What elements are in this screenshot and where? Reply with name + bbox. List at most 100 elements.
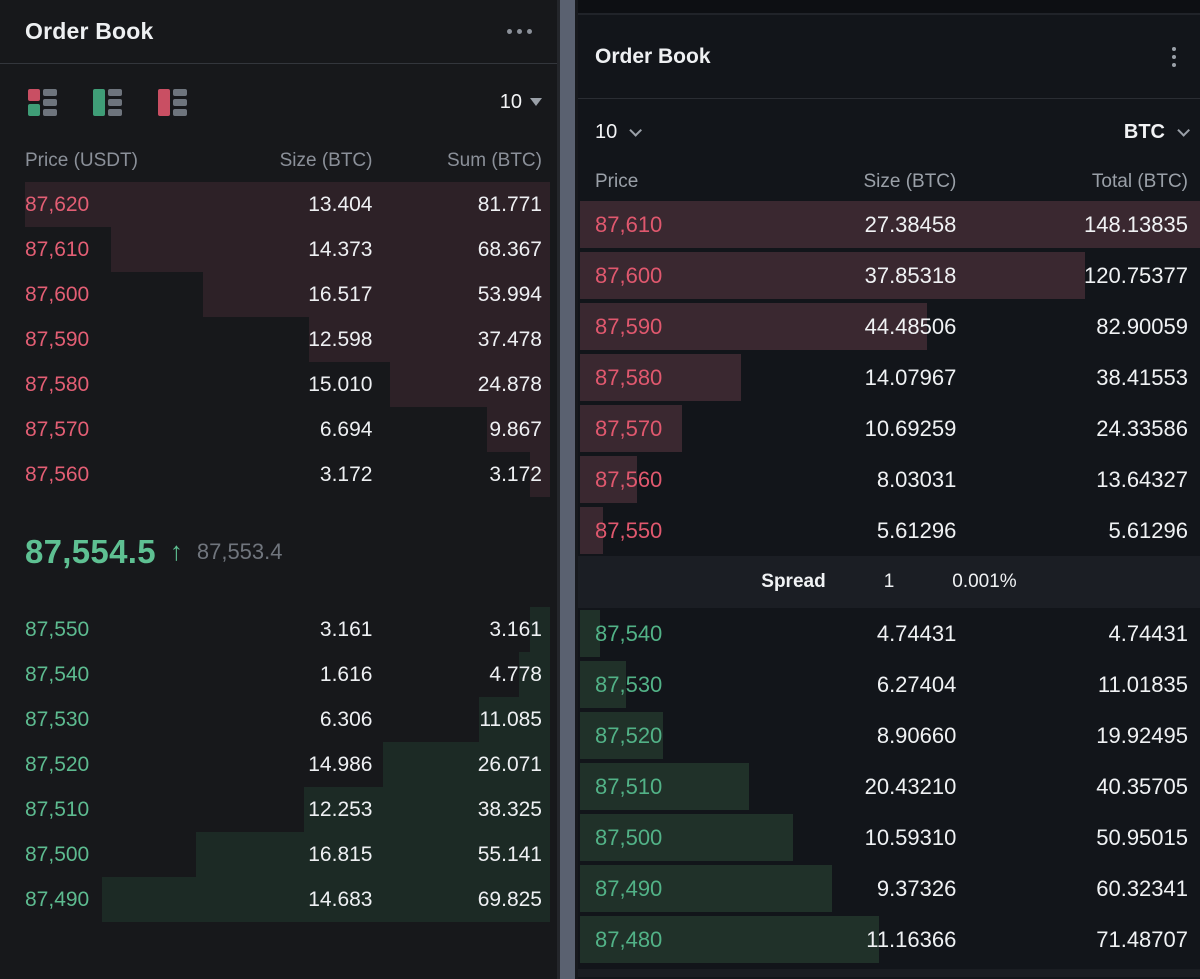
price-cell: 87,610: [25, 237, 90, 261]
price-cell: 87,520: [595, 722, 663, 748]
size-cell: 20.43210: [864, 773, 957, 799]
order-row[interactable]: 87,500 10.59310 50.95015: [578, 812, 1200, 863]
sum-cell: 50.95015: [1096, 824, 1188, 850]
depth-bar-zone: [25, 697, 550, 742]
order-row[interactable]: 87,590 44.48506 82.90059: [578, 301, 1200, 352]
price-cell: 87,530: [25, 707, 90, 731]
order-row[interactable]: 87,560 8.03031 13.64327: [578, 454, 1200, 505]
order-row[interactable]: 87,530 6.27404 11.01835: [578, 659, 1200, 710]
order-row[interactable]: 87,580 15.010 24.878: [0, 362, 557, 407]
panel-divider[interactable]: [557, 0, 578, 979]
depth-bar-zone: [25, 452, 550, 497]
size-cell: 14.986: [308, 752, 373, 776]
order-row[interactable]: 87,540 4.74431 4.74431: [578, 608, 1200, 659]
price-cell: 87,620: [25, 192, 90, 216]
price-cell: 87,600: [595, 262, 663, 288]
order-row[interactable]: 87,540 1.616 4.778: [0, 652, 557, 697]
size-cell: 16.517: [308, 282, 373, 306]
book-controls: 10: [0, 64, 557, 140]
order-row[interactable]: 87,570 10.69259 24.33586: [578, 403, 1200, 454]
depth-bar-zone: [580, 812, 1200, 863]
sum-cell: 19.92495: [1096, 722, 1188, 748]
size-cell: 44.48506: [864, 313, 957, 339]
price-cell: 87,570: [595, 415, 663, 441]
unit-select[interactable]: BTC: [1123, 120, 1190, 144]
order-row[interactable]: 87,510 12.253 38.325: [0, 787, 557, 832]
panel-title: Order Book: [25, 18, 154, 44]
mark-price: 87,553.4: [196, 539, 283, 564]
price-cell: 87,570: [25, 417, 90, 441]
order-row[interactable]: 87,520 8.90660 19.92495: [578, 710, 1200, 761]
order-row[interactable]: 87,550 3.161 3.161: [0, 607, 557, 652]
sum-cell: 24.878: [477, 372, 542, 396]
depth-bar: [519, 652, 550, 697]
depth-bar: [580, 456, 638, 503]
order-row[interactable]: 87,520 14.986 26.071: [0, 742, 557, 787]
order-row[interactable]: 87,490 14.683 69.825: [0, 877, 557, 922]
more-options-icon[interactable]: [507, 25, 532, 38]
order-row[interactable]: 87,590 12.598 37.478: [0, 317, 557, 362]
order-row[interactable]: 87,610 14.373 68.367: [0, 227, 557, 272]
order-row[interactable]: 87,550 5.61296 5.61296: [578, 505, 1200, 556]
bids-list: 87,540 4.74431 4.74431 87,530 6.27404 11.0183…: [578, 608, 1200, 965]
depth-bar: [25, 182, 550, 227]
order-row[interactable]: 87,530 6.306 11.085: [0, 697, 557, 742]
depth-bar: [580, 763, 749, 810]
order-row[interactable]: 87,600 16.517 53.994: [0, 272, 557, 317]
depth-bar-zone: [25, 607, 550, 652]
order-row[interactable]: 87,580 14.07967 38.41553: [578, 352, 1200, 403]
depth-select[interactable]: 10: [500, 91, 542, 114]
depth-bar: [580, 916, 880, 963]
order-row[interactable]: 87,600 37.85318 120.75377: [578, 250, 1200, 301]
order-row[interactable]: 87,610 27.38458 148.13835: [578, 199, 1200, 250]
depth-bar: [580, 201, 1200, 248]
order-row[interactable]: 87,570 6.694 9.867: [0, 407, 557, 452]
sum-cell: 55.141: [477, 842, 542, 866]
depth-bar: [309, 317, 550, 362]
book-both-sides-icon[interactable]: [28, 88, 57, 116]
chevron-down-icon: [1177, 123, 1190, 137]
size-cell: 14.683: [308, 887, 373, 911]
order-row[interactable]: 87,490 9.37326 60.32341: [578, 863, 1200, 914]
price-cell: 87,510: [25, 797, 90, 821]
depth-bar: [529, 607, 550, 652]
last-price-section[interactable]: 87,554.5 ↑ 87,553.4: [0, 497, 557, 607]
depth-bar-zone: [25, 362, 550, 407]
sum-cell: 71.48707: [1096, 926, 1188, 952]
size-cell: 13.404: [308, 192, 373, 216]
book-bids-only-icon[interactable]: [93, 88, 122, 116]
order-row[interactable]: 87,560 3.172 3.172: [0, 452, 557, 497]
unit-select-value: BTC: [1123, 120, 1165, 143]
order-row[interactable]: 87,510 20.43210 40.35705: [578, 761, 1200, 812]
size-cell: 15.010: [308, 372, 373, 396]
order-row[interactable]: 87,620 13.404 81.771: [0, 182, 557, 227]
order-row[interactable]: 87,480 11.16366 71.48707: [578, 914, 1200, 965]
price-cell: 87,590: [25, 327, 90, 351]
window-top-edge: [578, 0, 1200, 15]
depth-bar: [195, 832, 550, 877]
depth-bar: [486, 407, 550, 452]
book-asks-only-icon[interactable]: [158, 88, 187, 116]
col-size: Size (BTC): [279, 150, 373, 171]
column-headers: Price (USDT) Size (BTC) Sum (BTC): [0, 140, 557, 182]
depth-bar-zone: [580, 659, 1200, 710]
order-row[interactable]: 87,500 16.815 55.141: [0, 832, 557, 877]
price-cell: 87,500: [25, 842, 90, 866]
depth-bar-zone: [25, 787, 550, 832]
depth-bar-zone: [25, 652, 550, 697]
col-sum: Sum (BTC): [446, 150, 542, 171]
more-options-icon[interactable]: [1168, 46, 1180, 67]
price-cell: 87,490: [595, 875, 663, 901]
depth-bar-zone: [580, 250, 1200, 301]
sum-cell: 24.33586: [1096, 415, 1188, 441]
spread-row: Spread 1 0.001%: [578, 556, 1200, 608]
depth-bar: [580, 865, 833, 912]
price-cell: 87,580: [25, 372, 90, 396]
size-cell: 8.03031: [876, 466, 957, 492]
view-mode-toggles: [28, 88, 187, 116]
depth-select[interactable]: 10: [595, 121, 643, 144]
size-cell: 4.74431: [876, 620, 957, 646]
depth-bar-zone: [580, 199, 1200, 250]
price-cell: 87,500: [595, 824, 663, 850]
